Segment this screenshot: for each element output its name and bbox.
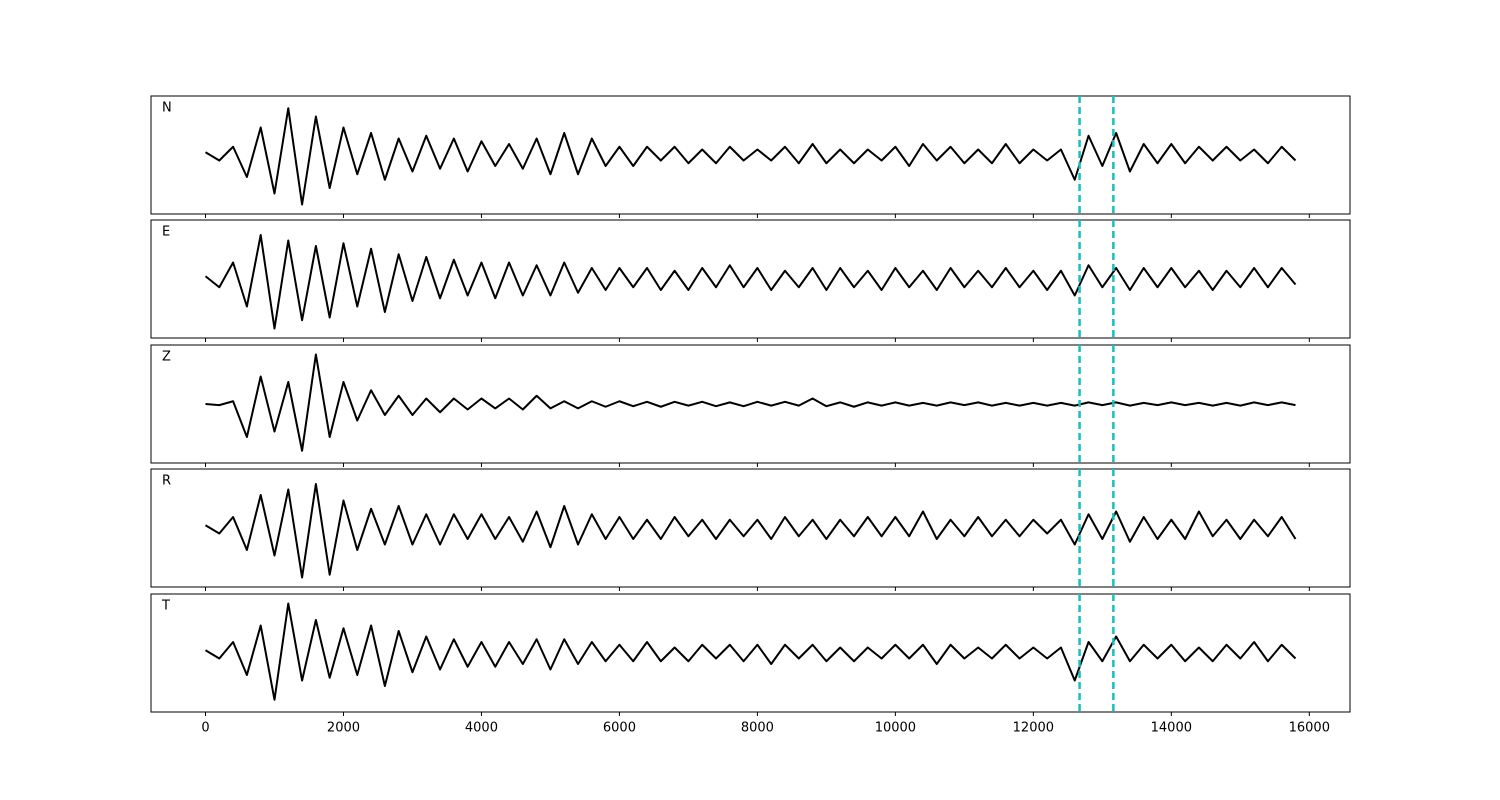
panel-label: T <box>161 599 170 614</box>
panel-frame <box>150 95 1351 215</box>
panel-label: E <box>162 225 170 240</box>
panel-label: N <box>162 101 172 116</box>
x-tick-label: 6000 <box>603 721 636 736</box>
trace <box>204 234 1297 330</box>
x-tick-label: 0 <box>201 721 209 736</box>
x-tick-label: 8000 <box>741 721 774 736</box>
panel-frame <box>150 219 1351 339</box>
x-tick-label: 14000 <box>1151 721 1192 736</box>
x-tick-label: 10000 <box>875 721 916 736</box>
panel-frame <box>150 468 1351 588</box>
trace <box>204 107 1297 206</box>
x-tick-label: 12000 <box>1013 721 1054 736</box>
x-tick-label: 2000 <box>327 721 360 736</box>
x-tick-label: 4000 <box>465 721 498 736</box>
x-tick-label: 16000 <box>1289 721 1330 736</box>
panel-label: Z <box>162 350 171 365</box>
panel-frame <box>150 593 1351 713</box>
panel-frame <box>150 344 1351 464</box>
panel-label: R <box>162 474 171 489</box>
